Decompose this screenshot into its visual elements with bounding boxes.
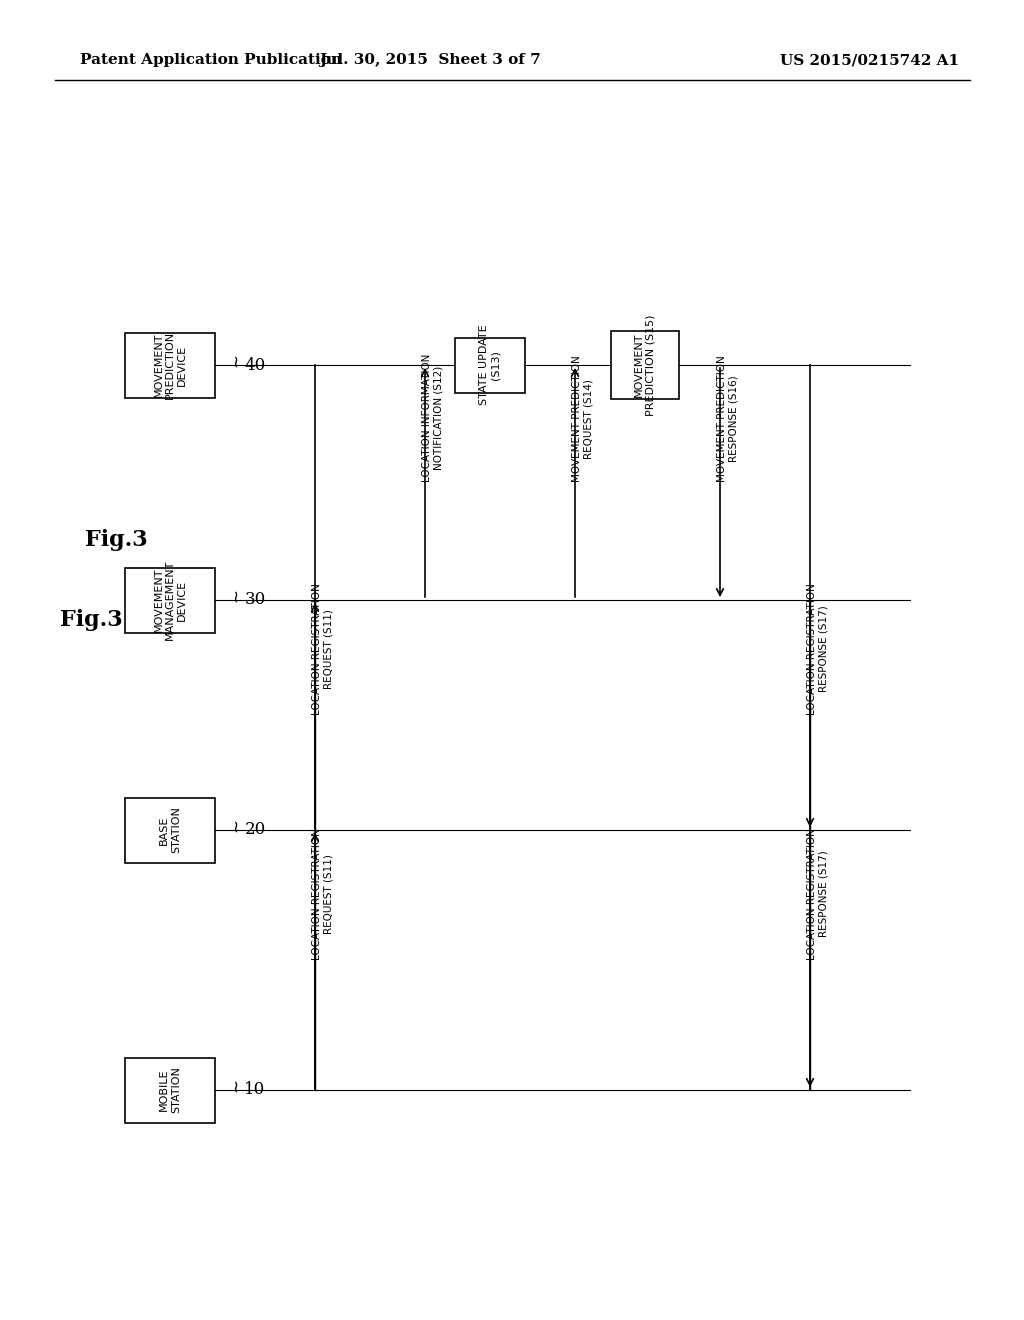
Text: Fig.3: Fig.3 xyxy=(85,529,147,550)
Text: MOVEMENT
PREDICTION (S15): MOVEMENT PREDICTION (S15) xyxy=(634,314,655,416)
Text: LOCATION REGISTRATION
REQUEST (S11): LOCATION REGISTRATION REQUEST (S11) xyxy=(312,828,334,960)
Text: US 2015/0215742 A1: US 2015/0215742 A1 xyxy=(780,53,959,67)
Text: Patent Application Publication: Patent Application Publication xyxy=(80,53,342,67)
Text: ~: ~ xyxy=(227,587,245,602)
Bar xyxy=(125,333,215,397)
Text: MOVEMENT
PREDICTION
DEVICE: MOVEMENT PREDICTION DEVICE xyxy=(154,331,186,399)
Text: LOCATION REGISTRATION
REQUEST (S11): LOCATION REGISTRATION REQUEST (S11) xyxy=(312,583,334,715)
Text: MOBILE
STATION: MOBILE STATION xyxy=(159,1067,181,1114)
Bar xyxy=(125,1057,215,1122)
Text: Jul. 30, 2015  Sheet 3 of 7: Jul. 30, 2015 Sheet 3 of 7 xyxy=(319,53,541,67)
Text: 20: 20 xyxy=(245,821,265,838)
Text: LOCATION REGISTRATION
RESPONSE (S17): LOCATION REGISTRATION RESPONSE (S17) xyxy=(807,828,828,960)
Text: 10: 10 xyxy=(245,1081,265,1098)
Text: Fig.3: Fig.3 xyxy=(60,609,123,631)
Text: MOVEMENT
MANAGEMENT
DEVICE: MOVEMENT MANAGEMENT DEVICE xyxy=(154,560,186,640)
Text: ~: ~ xyxy=(227,352,245,367)
Text: ~: ~ xyxy=(227,1078,245,1092)
Text: MOVEMENT PREDICTION
REQUEST (S14): MOVEMENT PREDICTION REQUEST (S14) xyxy=(572,356,594,483)
Text: STATE UPDATE
(S13): STATE UPDATE (S13) xyxy=(479,325,501,405)
Text: 40: 40 xyxy=(245,356,265,374)
Text: BASE
STATION: BASE STATION xyxy=(159,807,181,854)
Text: 30: 30 xyxy=(245,591,265,609)
Bar xyxy=(455,338,525,392)
Text: LOCATION INFORMATION
NOTIFICATION (S12): LOCATION INFORMATION NOTIFICATION (S12) xyxy=(422,354,443,483)
Text: ~: ~ xyxy=(227,818,245,832)
Bar xyxy=(125,568,215,632)
Text: LOCATION REGISTRATION
RESPONSE (S17): LOCATION REGISTRATION RESPONSE (S17) xyxy=(807,583,828,715)
Text: MOVEMENT PREDICTION
RESPONSE (S16): MOVEMENT PREDICTION RESPONSE (S16) xyxy=(717,356,738,483)
Bar xyxy=(611,331,679,399)
Bar xyxy=(125,797,215,862)
